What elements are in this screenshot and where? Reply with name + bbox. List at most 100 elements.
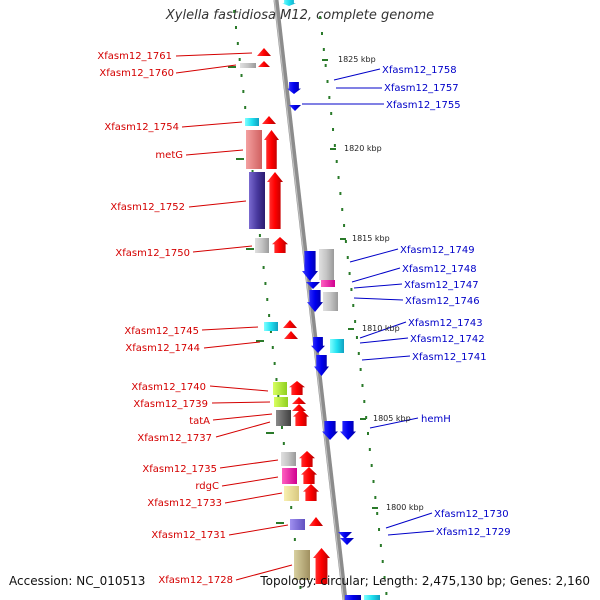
tick-mark xyxy=(332,128,335,131)
leader-line xyxy=(181,121,243,128)
major-tick xyxy=(340,238,346,240)
gene-label[interactable]: Xfasm12_1745 xyxy=(124,326,199,337)
leader-line xyxy=(219,459,279,469)
leader-line xyxy=(359,337,409,344)
gene-block xyxy=(282,468,297,484)
leader-line xyxy=(361,355,411,361)
gene-label[interactable]: Xfasm12_1729 xyxy=(436,527,511,538)
gene-label[interactable]: Xfasm12_1735 xyxy=(142,464,217,475)
gene-label[interactable]: Xfasm12_1754 xyxy=(104,122,179,133)
tick-mark xyxy=(365,416,368,419)
tick-mark xyxy=(372,480,375,483)
genome-summary-text: Topology: circular; Length: 2,475,130 bp… xyxy=(260,574,590,588)
tick-mark xyxy=(266,298,269,301)
tick-mark xyxy=(352,304,355,307)
tick-mark xyxy=(361,384,364,387)
leader-line xyxy=(209,385,269,392)
tick-mark xyxy=(299,586,302,589)
gene-label[interactable]: Xfasm12_1731 xyxy=(151,530,226,541)
kbp-label: 1800 kbp xyxy=(386,503,424,512)
gene-label[interactable]: Xfasm12_1746 xyxy=(405,296,480,307)
leader-line xyxy=(235,564,293,581)
gene-marker xyxy=(340,538,354,545)
gene-label[interactable]: tatA xyxy=(189,416,210,427)
gene-block xyxy=(246,130,262,169)
gene-label[interactable]: Xfasm12_1750 xyxy=(115,248,190,259)
reverse-gene-labels: Xfasm12_1758 Xfasm12_1757 Xfasm12_1755 X… xyxy=(382,65,511,538)
gene-label[interactable]: Xfasm12_1747 xyxy=(404,280,479,291)
gene-block xyxy=(249,172,265,229)
major-tick xyxy=(276,522,284,524)
reverse-gene-arrow xyxy=(314,355,329,376)
gene-label[interactable]: rdgC xyxy=(195,481,219,492)
leader-line xyxy=(185,149,244,156)
gene-label[interactable]: hemH xyxy=(421,414,451,425)
chromosome-backbone-highlight xyxy=(273,0,345,600)
gene-label[interactable]: Xfasm12_1743 xyxy=(408,318,483,329)
leader-line xyxy=(349,248,399,263)
kbp-label: 1825 kbp xyxy=(338,55,376,64)
gene-label[interactable]: Xfasm12_1739 xyxy=(133,399,208,410)
major-tick xyxy=(236,158,244,160)
gene-label[interactable]: Xfasm12_1755 xyxy=(386,100,461,111)
tick-mark xyxy=(378,528,381,531)
tick-mark xyxy=(240,74,243,77)
gene-marker xyxy=(292,404,306,411)
gene-label[interactable]: Xfasm12_1741 xyxy=(412,352,487,363)
gene-label[interactable]: Xfasm12_1757 xyxy=(384,83,459,94)
gene-label[interactable]: Xfasm12_1748 xyxy=(402,264,477,275)
gene-label[interactable]: Xfasm12_1728 xyxy=(158,575,233,586)
tick-mark xyxy=(271,346,274,349)
gene-label[interactable]: Xfasm12_1730 xyxy=(434,509,509,520)
tick-mark xyxy=(383,576,386,579)
gene-label[interactable]: Xfasm12_1742 xyxy=(410,334,485,345)
tick-mark xyxy=(322,48,325,51)
gene-label[interactable]: Xfasm12_1733 xyxy=(147,498,222,509)
tick-mark xyxy=(374,496,377,499)
tick-mark xyxy=(339,192,342,195)
gene-label[interactable]: Xfasm12_1758 xyxy=(382,65,457,76)
gene-label[interactable]: Xfasm12_1761 xyxy=(97,51,172,62)
tick-mark xyxy=(350,288,353,291)
leader-line xyxy=(351,267,401,283)
gene-block xyxy=(284,486,299,501)
tick-mark xyxy=(324,64,327,67)
major-tick xyxy=(330,148,336,150)
tick-mark xyxy=(326,80,329,83)
gene-marker xyxy=(306,282,320,289)
tick-mark xyxy=(273,362,276,365)
gene-block xyxy=(245,118,259,126)
gene-marker xyxy=(258,61,270,67)
tick-mark xyxy=(359,368,362,371)
tick-mark xyxy=(280,426,283,429)
gene-block xyxy=(264,322,278,331)
tick-mark xyxy=(335,160,338,163)
label-leader-lines xyxy=(175,52,435,581)
tick-mark xyxy=(368,448,371,451)
leader-line xyxy=(221,476,279,487)
tick-mark xyxy=(346,256,349,259)
tick-mark xyxy=(268,314,271,317)
forward-gene-arrow xyxy=(303,484,319,501)
gene-label[interactable]: Xfasm12_1752 xyxy=(110,202,185,213)
gene-label[interactable]: Xfasm12_1744 xyxy=(125,343,200,354)
gene-block xyxy=(345,595,361,600)
leader-line xyxy=(175,52,253,57)
leader-line xyxy=(387,530,435,536)
reverse-gene-arrow xyxy=(287,82,301,94)
major-tick xyxy=(228,66,236,68)
leader-line xyxy=(369,417,419,429)
leader-line xyxy=(215,421,271,438)
gene-label[interactable]: Xfasm12_1737 xyxy=(137,433,212,444)
gene-label[interactable]: Xfasm12_1760 xyxy=(99,68,174,79)
gene-label[interactable]: Xfasm12_1740 xyxy=(131,382,206,393)
gene-label[interactable]: Xfasm12_1749 xyxy=(400,245,475,256)
tick-mark xyxy=(264,282,267,285)
gene-label[interactable]: metG xyxy=(155,150,183,161)
gene-block xyxy=(323,292,338,311)
tick-mark xyxy=(366,432,369,435)
gene-marker xyxy=(283,320,297,328)
forward-gene-arrow xyxy=(272,237,288,253)
